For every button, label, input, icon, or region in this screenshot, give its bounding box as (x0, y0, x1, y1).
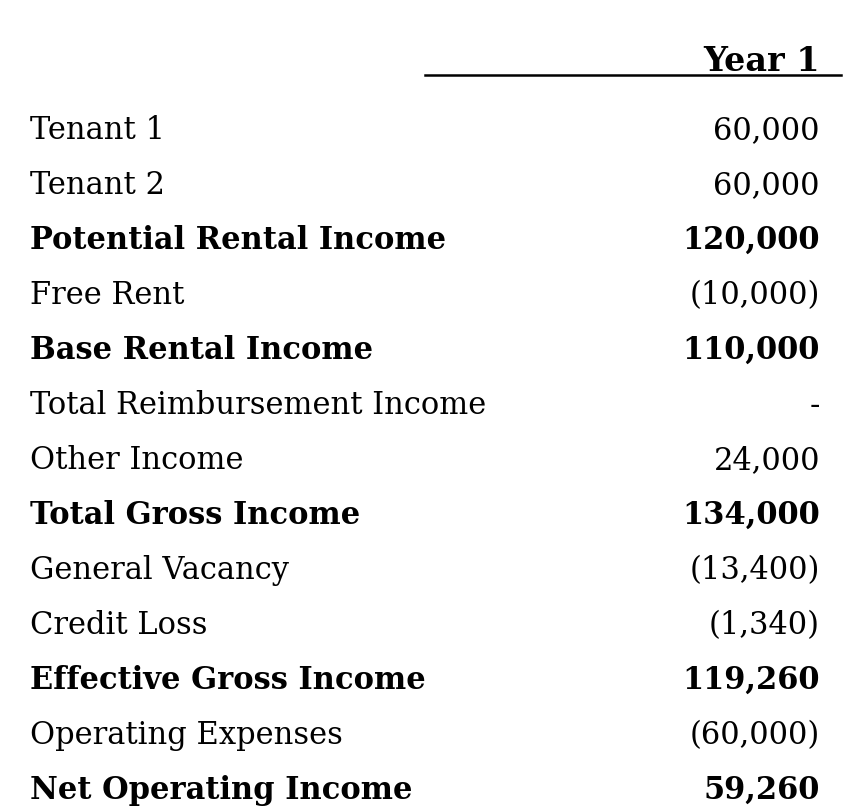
Text: Operating Expenses: Operating Expenses (30, 720, 343, 751)
Text: Tenant 1: Tenant 1 (30, 115, 165, 146)
Text: Total Reimbursement Income: Total Reimbursement Income (30, 390, 486, 421)
Text: (10,000): (10,000) (689, 280, 820, 311)
Text: Net Operating Income: Net Operating Income (30, 775, 412, 806)
Text: 134,000: 134,000 (683, 500, 820, 531)
Text: Potential Rental Income: Potential Rental Income (30, 225, 446, 256)
Text: 60,000: 60,000 (713, 115, 820, 146)
Text: (60,000): (60,000) (689, 720, 820, 751)
Text: Tenant 2: Tenant 2 (30, 170, 165, 201)
Text: 120,000: 120,000 (683, 225, 820, 256)
Text: (1,340): (1,340) (709, 610, 820, 641)
Text: 119,260: 119,260 (683, 665, 820, 696)
Text: -: - (809, 390, 820, 421)
Text: Base Rental Income: Base Rental Income (30, 335, 373, 366)
Text: Other Income: Other Income (30, 445, 243, 476)
Text: 59,260: 59,260 (704, 775, 820, 806)
Text: General Vacancy: General Vacancy (30, 555, 289, 586)
Text: (13,400): (13,400) (689, 555, 820, 586)
Text: Free Rent: Free Rent (30, 280, 184, 311)
Text: 110,000: 110,000 (683, 335, 820, 366)
Text: Credit Loss: Credit Loss (30, 610, 207, 641)
Text: Year 1: Year 1 (703, 45, 820, 78)
Text: Effective Gross Income: Effective Gross Income (30, 665, 426, 696)
Text: 60,000: 60,000 (713, 170, 820, 201)
Text: 24,000: 24,000 (713, 445, 820, 476)
Text: Total Gross Income: Total Gross Income (30, 500, 360, 531)
